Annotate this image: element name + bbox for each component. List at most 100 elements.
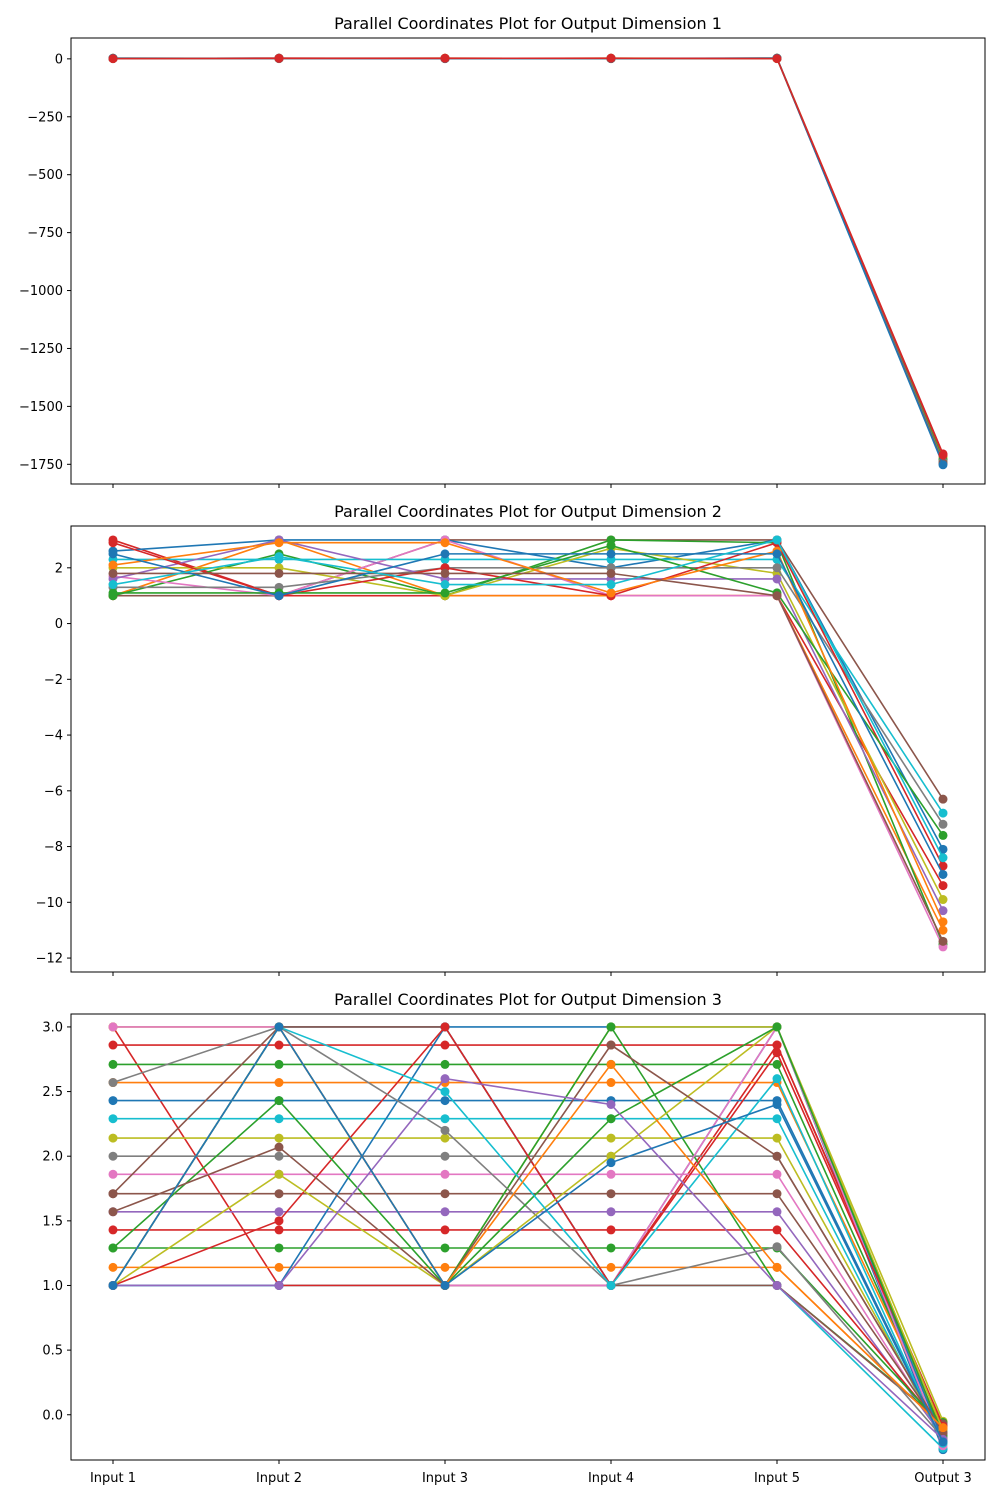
data-point bbox=[440, 1207, 450, 1217]
y-tick-label: 0 bbox=[55, 52, 63, 67]
data-point bbox=[606, 1243, 616, 1253]
y-tick-label: −250 bbox=[27, 110, 63, 125]
data-point bbox=[274, 1169, 284, 1179]
data-point bbox=[440, 588, 450, 598]
data-point bbox=[440, 1169, 450, 1179]
data-point bbox=[938, 881, 948, 891]
data-point bbox=[274, 1225, 284, 1235]
data-point bbox=[772, 1059, 782, 1069]
y-tick-label: −1500 bbox=[19, 400, 63, 415]
chart-panel-3: Parallel Coordinates Plot for Output Dim… bbox=[42, 990, 986, 1486]
data-point bbox=[938, 450, 948, 460]
x-tick-label: Input 5 bbox=[754, 1471, 800, 1486]
chart-title: Parallel Coordinates Plot for Output Dim… bbox=[334, 990, 722, 1009]
data-point bbox=[108, 1059, 118, 1069]
y-tick-label: −2 bbox=[44, 673, 63, 688]
data-point bbox=[606, 1114, 616, 1124]
data-point bbox=[772, 1048, 782, 1058]
data-point bbox=[938, 906, 948, 916]
data-point bbox=[440, 1040, 450, 1050]
x-tick-label: Input 2 bbox=[256, 1471, 302, 1486]
data-point bbox=[772, 1262, 782, 1272]
data-point bbox=[938, 1423, 948, 1433]
data-point bbox=[274, 1133, 284, 1143]
data-point bbox=[606, 1280, 616, 1290]
data-point bbox=[938, 936, 948, 946]
x-tick-label: Output 3 bbox=[914, 1471, 972, 1486]
data-point bbox=[274, 1059, 284, 1069]
data-point bbox=[772, 1207, 782, 1217]
data-point bbox=[938, 830, 948, 840]
data-point bbox=[938, 869, 948, 879]
data-point bbox=[440, 1125, 450, 1135]
series-line bbox=[112, 1025, 944, 1427]
x-tick-label: Input 1 bbox=[90, 1471, 136, 1486]
data-point bbox=[938, 895, 948, 905]
data-point bbox=[108, 1207, 118, 1217]
chart-panel-2: Parallel Coordinates Plot for Output Dim… bbox=[36, 502, 986, 976]
data-point bbox=[938, 844, 948, 854]
data-point bbox=[772, 1099, 782, 1109]
data-point bbox=[606, 588, 616, 598]
y-tick-label: 2 bbox=[55, 561, 63, 576]
data-point bbox=[772, 54, 782, 64]
data-point bbox=[274, 1096, 284, 1106]
data-point bbox=[606, 1151, 616, 1161]
data-point bbox=[440, 1059, 450, 1069]
data-point bbox=[772, 1169, 782, 1179]
data-point bbox=[440, 568, 450, 578]
y-tick-label: 0 bbox=[55, 617, 63, 632]
data-point bbox=[772, 1151, 782, 1161]
chart-title: Parallel Coordinates Plot for Output Dim… bbox=[334, 502, 722, 521]
data-point bbox=[108, 580, 118, 590]
data-point bbox=[606, 1099, 616, 1109]
data-point bbox=[274, 1078, 284, 1088]
data-point bbox=[606, 541, 616, 551]
data-point bbox=[108, 549, 118, 559]
series-line bbox=[113, 1117, 944, 1444]
data-point bbox=[108, 1262, 118, 1272]
data-point bbox=[772, 1040, 782, 1050]
data-point bbox=[440, 1074, 450, 1084]
data-point bbox=[274, 1142, 284, 1152]
y-tick-label: 0.5 bbox=[42, 1344, 63, 1359]
axes-frame bbox=[70, 37, 986, 485]
series-line bbox=[113, 1210, 944, 1438]
y-tick-label: −6 bbox=[44, 784, 63, 799]
data-point bbox=[606, 1059, 616, 1069]
chart-panel-1: Parallel Coordinates Plot for Output Dim… bbox=[19, 14, 986, 488]
data-point bbox=[772, 549, 782, 559]
data-point bbox=[108, 1189, 118, 1199]
data-point bbox=[108, 1169, 118, 1179]
data-point bbox=[938, 925, 948, 935]
data-point bbox=[938, 460, 948, 470]
data-point bbox=[108, 1096, 118, 1106]
data-point bbox=[772, 591, 782, 601]
y-tick-label: −12 bbox=[36, 952, 63, 967]
data-point bbox=[606, 1158, 616, 1168]
data-point bbox=[606, 568, 616, 578]
data-point bbox=[772, 574, 782, 584]
y-tick-label: −1000 bbox=[19, 284, 63, 299]
series-line bbox=[112, 541, 944, 923]
y-tick-label: 1.0 bbox=[42, 1279, 63, 1294]
data-point bbox=[108, 588, 118, 598]
series-line bbox=[113, 558, 944, 814]
data-point bbox=[606, 1133, 616, 1143]
series-line bbox=[113, 1099, 944, 1441]
data-point bbox=[440, 1114, 450, 1124]
series-line bbox=[112, 1026, 944, 1439]
series-line bbox=[112, 539, 944, 931]
data-point bbox=[938, 853, 948, 863]
data-point bbox=[274, 1280, 284, 1290]
series-line bbox=[113, 1229, 944, 1430]
data-point bbox=[440, 1189, 450, 1199]
chart-title: Parallel Coordinates Plot for Output Dim… bbox=[334, 14, 722, 33]
series-line bbox=[113, 1077, 944, 1440]
data-point bbox=[938, 917, 948, 927]
data-point bbox=[108, 1078, 118, 1088]
data-point bbox=[440, 1022, 450, 1032]
data-point bbox=[606, 549, 616, 559]
data-point bbox=[606, 1225, 616, 1235]
data-point bbox=[274, 1114, 284, 1124]
